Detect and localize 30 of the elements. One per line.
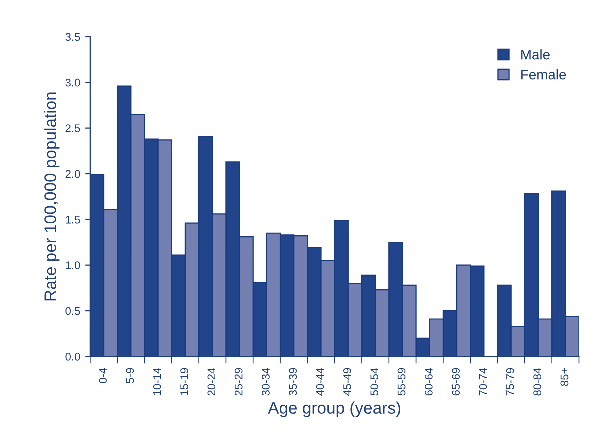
x-tick-label: 15-19	[180, 368, 188, 396]
y-axis-title: Rate per 100,000 population	[44, 92, 60, 301]
x-tick-label: 70-74	[479, 368, 488, 396]
x-tick-label: 75-79	[506, 368, 514, 396]
legend-label: Female	[522, 70, 566, 80]
x-tick-label: 85+	[560, 368, 569, 386]
x-tick-label: 0-4	[99, 368, 107, 384]
y-tick-label: 1.5	[66, 216, 80, 224]
x-tick-label: 5-9	[126, 368, 134, 384]
y-tick-label: 3.5	[66, 33, 80, 42]
legend-label: Male	[522, 50, 550, 60]
x-axis-title: Age group (years)	[268, 402, 400, 418]
x-tick-label: 65-69	[452, 368, 460, 396]
y-tick-label: 0.0	[66, 352, 80, 361]
y-tick-label: 3.0	[66, 78, 80, 87]
x-tick-label: 55-59	[398, 368, 406, 396]
x-tick-label: 40-44	[316, 368, 324, 396]
y-tick-label: 2.5	[66, 124, 80, 132]
y-tick-label: 1.0	[66, 262, 80, 270]
y-tick-label: 0.5	[66, 307, 80, 316]
x-tick-label: 45-49	[344, 368, 352, 396]
y-tick-label: 2.0	[66, 170, 80, 178]
x-tick-label: 50-54	[370, 368, 379, 396]
x-tick-label: 35-39	[289, 368, 298, 396]
x-tick-label: 60-64	[424, 368, 433, 396]
x-tick-label: 10-14	[153, 368, 162, 396]
x-tick-label: 30-34	[262, 368, 270, 396]
x-tick-label: 80-84	[534, 368, 542, 396]
x-tick-label: 25-29	[234, 368, 243, 396]
x-tick-label: 20-24	[208, 368, 216, 396]
